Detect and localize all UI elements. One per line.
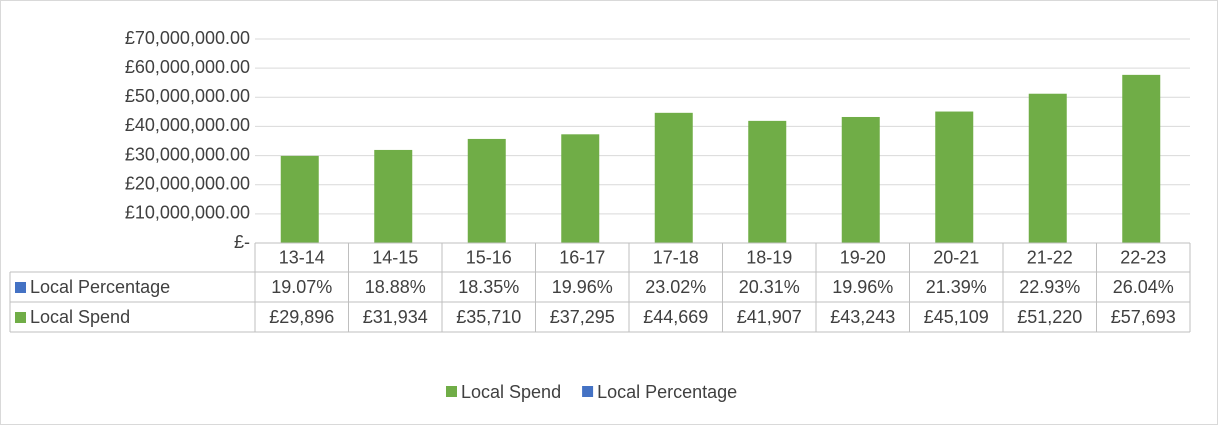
- data-label: £45,109: [924, 307, 989, 327]
- y-tick-label: £10,000,000.00: [125, 203, 250, 223]
- bar: [467, 138, 506, 243]
- data-label: £44,669: [643, 307, 708, 327]
- y-tick-label: £60,000,000.00: [125, 57, 250, 77]
- data-label: 19.07%: [271, 277, 332, 297]
- y-tick-label: £30,000,000.00: [125, 144, 250, 164]
- table-row-label: Local Spend: [30, 307, 130, 327]
- x-tick-label: 17-18: [653, 247, 699, 267]
- data-label: £37,295: [550, 307, 615, 327]
- x-tick-label: 20-21: [933, 247, 979, 267]
- x-tick-label: 21-22: [1027, 247, 1073, 267]
- data-label: 21.39%: [926, 277, 987, 297]
- data-label: 19.96%: [552, 277, 613, 297]
- data-label: 20.31%: [739, 277, 800, 297]
- y-tick-label: £50,000,000.00: [125, 86, 250, 106]
- x-tick-label: 16-17: [559, 247, 605, 267]
- y-tick-label: £20,000,000.00: [125, 173, 250, 193]
- bar: [841, 116, 880, 243]
- data-label: 19.96%: [832, 277, 893, 297]
- x-tick-label: 18-19: [746, 247, 792, 267]
- bar: [654, 112, 693, 243]
- data-label: 22.93%: [1019, 277, 1080, 297]
- legend-label: Local Spend: [461, 382, 561, 402]
- x-tick-label: 13-14: [279, 247, 325, 267]
- data-label: £41,907: [737, 307, 802, 327]
- bar: [1028, 93, 1067, 243]
- data-label: £43,243: [830, 307, 895, 327]
- bar: [280, 155, 319, 243]
- data-label: £31,934: [363, 307, 428, 327]
- y-tick-label: £70,000,000.00: [125, 28, 250, 48]
- bar: [748, 120, 787, 243]
- data-label: 26.04%: [1113, 277, 1174, 297]
- data-label: 23.02%: [645, 277, 706, 297]
- data-label: £51,220: [1017, 307, 1082, 327]
- y-tick-label: £40,000,000.00: [125, 115, 250, 135]
- x-tick-label: 15-16: [466, 247, 512, 267]
- x-tick-label: 14-15: [372, 247, 418, 267]
- table-legend-key: [15, 312, 26, 323]
- legend-key: [582, 386, 594, 397]
- bar: [1122, 74, 1161, 243]
- data-label: £57,693: [1111, 307, 1176, 327]
- x-tick-label: 19-20: [840, 247, 886, 267]
- x-tick-label: 22-23: [1120, 247, 1166, 267]
- bar: [374, 149, 413, 243]
- data-label: 18.88%: [365, 277, 426, 297]
- bar: [561, 134, 600, 243]
- table-legend-key: [15, 282, 26, 293]
- data-label: £35,710: [456, 307, 521, 327]
- data-label: £29,896: [269, 307, 334, 327]
- bar: [935, 111, 974, 243]
- legend-label: Local Percentage: [597, 382, 737, 402]
- data-label: 18.35%: [458, 277, 519, 297]
- table-row-label: Local Percentage: [30, 277, 170, 297]
- legend-key: [446, 386, 457, 397]
- y-tick-label: £-: [234, 232, 250, 252]
